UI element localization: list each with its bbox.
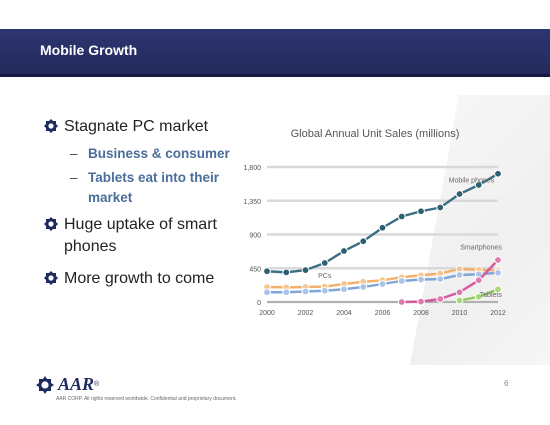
data-point xyxy=(436,295,445,303)
data-point xyxy=(455,271,464,279)
data-point xyxy=(397,212,406,221)
x-tick-label: 2000 xyxy=(259,310,275,317)
bullet-text: Huge uptake of smart phones xyxy=(64,216,217,255)
logo-mark-icon xyxy=(36,375,54,394)
x-tick-label: 2010 xyxy=(452,310,468,317)
data-point xyxy=(417,207,425,216)
data-point xyxy=(320,286,329,295)
sub-bullet-dash: – xyxy=(70,170,78,185)
bullet-list: Stagnate PC market – Business & consumer… xyxy=(44,116,259,290)
data-point xyxy=(263,288,271,297)
x-tick-label: 2004 xyxy=(336,310,352,317)
data-point xyxy=(359,283,368,291)
y-tick-label: 0 xyxy=(257,300,261,307)
data-point xyxy=(494,169,502,178)
data-point xyxy=(494,285,502,294)
data-point xyxy=(494,268,502,277)
series-line xyxy=(266,172,499,274)
sub-bullet-item: – Business & consumer xyxy=(44,144,259,164)
data-point xyxy=(397,277,406,285)
gear-bullet-icon xyxy=(44,217,58,231)
data-point xyxy=(282,268,291,277)
series-label: PCs xyxy=(318,273,332,280)
logo-wordmark: AAR xyxy=(58,374,95,394)
data-point xyxy=(263,267,271,276)
data-point xyxy=(378,223,387,232)
series-label: Tablets xyxy=(480,292,503,299)
data-point xyxy=(301,266,310,275)
data-point xyxy=(340,285,348,294)
unit-sales-chart: Global Annual Unit Sales (millions) 0 450 9… xyxy=(243,128,506,317)
series-label: Smartphones xyxy=(460,245,502,252)
chart-title: Global Annual Unit Sales (millions) xyxy=(291,128,460,140)
footer-legal-text: AAR CORP. All rights reserved worldwide.… xyxy=(56,396,237,402)
y-tick-label: 450 xyxy=(249,266,261,273)
bullet-text: Stagnate PC market xyxy=(64,118,209,135)
sub-bullet-text: Tablets eat into their market xyxy=(88,170,220,205)
data-point xyxy=(436,203,445,212)
bullet-item: Stagnate PC market xyxy=(44,116,259,138)
data-point xyxy=(340,247,348,255)
x-tick-label: 2008 xyxy=(413,310,429,317)
data-point xyxy=(455,288,464,297)
sub-bullet-item: – Tablets eat into their market xyxy=(44,168,259,208)
data-point xyxy=(455,190,464,198)
data-point xyxy=(417,297,425,306)
gear-bullet-icon xyxy=(44,119,58,133)
data-point xyxy=(455,296,464,305)
sub-bullet-dash: – xyxy=(70,146,78,161)
data-point xyxy=(474,292,483,301)
bullet-item: More growth to come xyxy=(44,268,259,290)
slide-title-bar: Mobile Growth xyxy=(0,29,550,77)
series-label: Mobile phones xyxy=(449,177,495,184)
y-tick-label: 900 xyxy=(249,233,261,240)
data-point xyxy=(397,298,406,306)
slide-title: Mobile Growth xyxy=(40,42,138,58)
data-point xyxy=(436,275,445,284)
gear-bullet-icon xyxy=(44,271,58,285)
x-tick-label: 2002 xyxy=(298,310,314,317)
data-point xyxy=(494,256,502,264)
data-point xyxy=(378,280,387,288)
data-point xyxy=(301,287,310,296)
data-point xyxy=(474,181,483,189)
x-tick-label: 2006 xyxy=(375,310,391,317)
sub-bullet-text: Business & consumer xyxy=(88,146,230,161)
y-tick-label: 1,350 xyxy=(243,199,261,206)
data-point xyxy=(359,237,368,246)
y-tick-label: 1,800 xyxy=(243,165,261,172)
page-number: 6 xyxy=(504,379,509,388)
bullet-item: Huge uptake of smart phones xyxy=(44,214,259,258)
bullet-text: More growth to come xyxy=(64,270,215,287)
data-point xyxy=(417,275,425,284)
logo-registered-mark: ® xyxy=(94,381,100,388)
data-point xyxy=(282,288,291,297)
data-point xyxy=(474,276,483,285)
x-tick-label: 2012 xyxy=(490,310,506,317)
company-logo: AAR ® xyxy=(36,374,99,395)
data-point xyxy=(320,259,329,267)
